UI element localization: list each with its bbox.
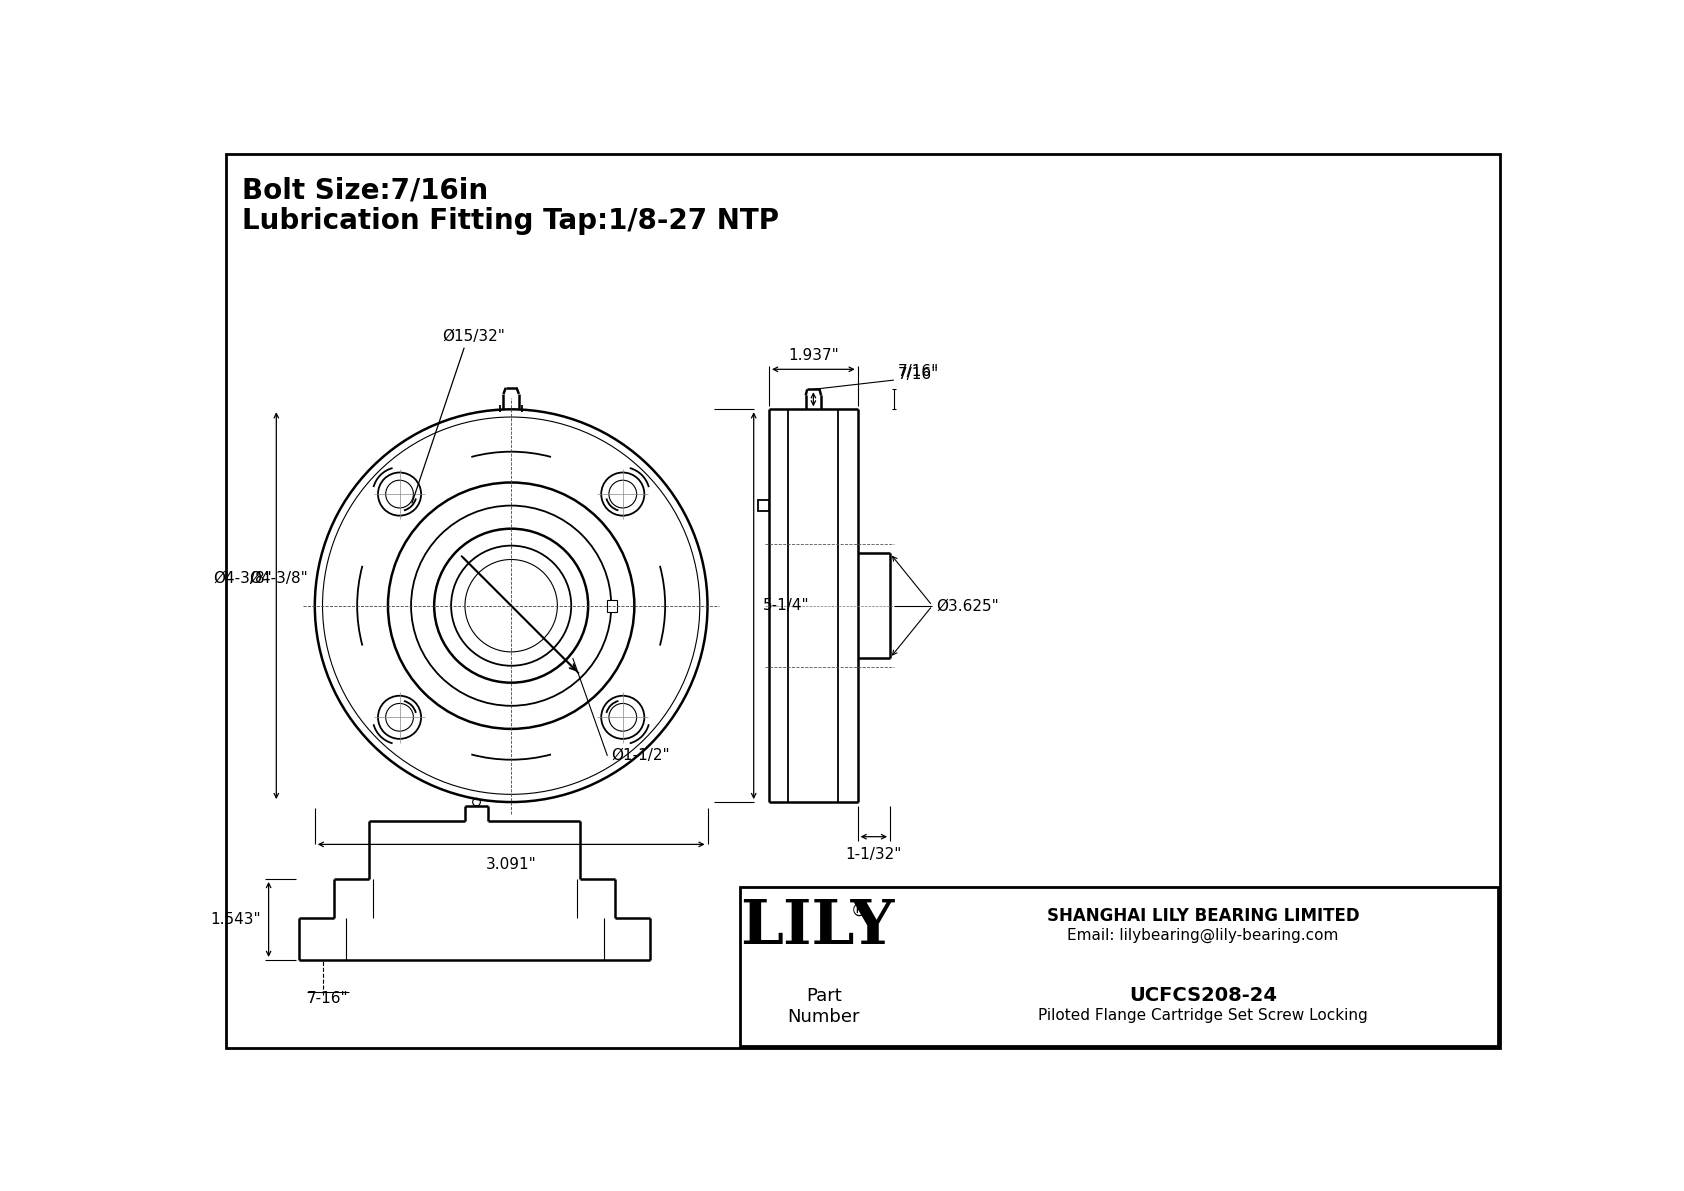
Text: Ø1-1/2": Ø1-1/2": [611, 748, 670, 763]
Text: ®: ®: [850, 903, 867, 921]
Text: 1.543": 1.543": [210, 912, 261, 927]
Text: 1-1/32": 1-1/32": [845, 848, 903, 862]
Bar: [739, 887, 1499, 1046]
Bar: [608, 599, 616, 612]
Text: Bolt Size:7/16in: Bolt Size:7/16in: [242, 176, 488, 204]
Text: 5-1/4": 5-1/4": [763, 598, 810, 613]
Text: SHANGHAI LILY BEARING LIMITED: SHANGHAI LILY BEARING LIMITED: [1047, 906, 1359, 924]
Text: 7/16": 7/16": [898, 363, 940, 379]
Text: 1.937": 1.937": [788, 348, 839, 363]
Text: UCFCS208-24: UCFCS208-24: [1128, 986, 1276, 1005]
Text: 7-16": 7-16": [306, 991, 349, 1005]
Bar: [758, 500, 770, 511]
Text: Ø15/32": Ø15/32": [441, 329, 505, 344]
Text: Email: lilybearing@lily-bearing.com: Email: lilybearing@lily-bearing.com: [1068, 928, 1339, 943]
Text: Ø4-3/8": Ø4-3/8": [249, 572, 308, 586]
Text: Lubrication Fitting Tap:1/8-27 NTP: Lubrication Fitting Tap:1/8-27 NTP: [242, 207, 778, 235]
Text: Piloted Flange Cartridge Set Screw Locking: Piloted Flange Cartridge Set Screw Locki…: [1037, 1008, 1367, 1023]
Text: LILY: LILY: [741, 897, 894, 956]
Text: 7/16": 7/16": [898, 367, 940, 382]
Text: 3.091": 3.091": [485, 856, 537, 872]
Text: Part
Number: Part Number: [788, 987, 861, 1025]
Text: Ø3.625": Ø3.625": [936, 598, 999, 613]
Text: Ø4-3/8": Ø4-3/8": [214, 572, 273, 586]
